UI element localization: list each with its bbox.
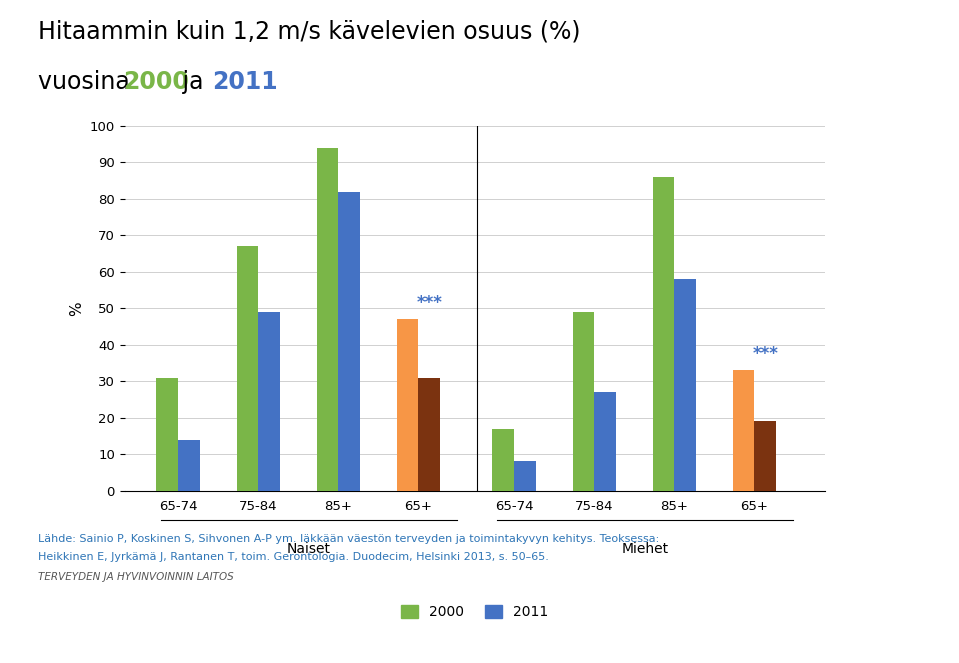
Bar [595,392,616,491]
Bar [178,440,199,491]
Text: ***: *** [752,345,778,363]
Text: Päivi Sainio, Seppo Koskinen: Iäkkään väestön toimintakyvyn kehitys. HY, Suomi i: Päivi Sainio, Seppo Koskinen: Iäkkään vä… [229,631,730,641]
Text: ja: ja [175,70,212,93]
Bar [156,377,178,491]
Text: 2000: 2000 [123,70,189,93]
Bar [653,177,674,491]
Text: Naiset: Naiset [287,542,331,556]
Y-axis label: %: % [69,301,84,316]
Bar [339,192,360,491]
Bar [258,312,280,491]
Bar [397,319,418,491]
Bar [492,428,514,491]
Bar [237,246,258,491]
Bar [514,461,535,491]
Bar [733,370,755,491]
Text: Miehet: Miehet [621,542,668,556]
Text: 14.4.2015: 14.4.2015 [14,629,85,642]
Bar [755,422,776,491]
Text: ***: *** [416,294,442,312]
Bar [573,312,595,491]
Legend: 2000, 2011: 2000, 2011 [396,599,553,625]
Text: Lähde: Sainio P, Koskinen S, Sihvonen A-P ym. Iäkkään väestön terveyden ja toimi: Lähde: Sainio P, Koskinen S, Sihvonen A-… [38,534,660,544]
Bar [316,148,339,491]
Text: Heikkinen E, Jyrkämä J, Rantanen T, toim. Gerontologia. Duodecim, Helsinki 2013,: Heikkinen E, Jyrkämä J, Rantanen T, toim… [38,552,550,562]
Bar [674,279,696,491]
Text: vuosina: vuosina [38,70,137,93]
Bar [418,377,440,491]
Text: 2011: 2011 [212,70,277,93]
Text: Hitaammin kuin 1,2 m/s kävelevien osuus (%): Hitaammin kuin 1,2 m/s kävelevien osuus … [38,20,581,44]
Text: TERVEYDEN JA HYVINVOINNIN LAITOS: TERVEYDEN JA HYVINVOINNIN LAITOS [38,572,234,581]
Text: 17: 17 [927,629,945,642]
